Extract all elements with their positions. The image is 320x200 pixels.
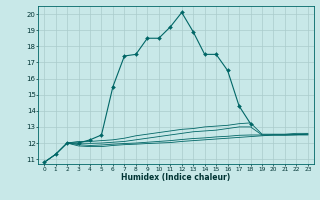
X-axis label: Humidex (Indice chaleur): Humidex (Indice chaleur): [121, 173, 231, 182]
